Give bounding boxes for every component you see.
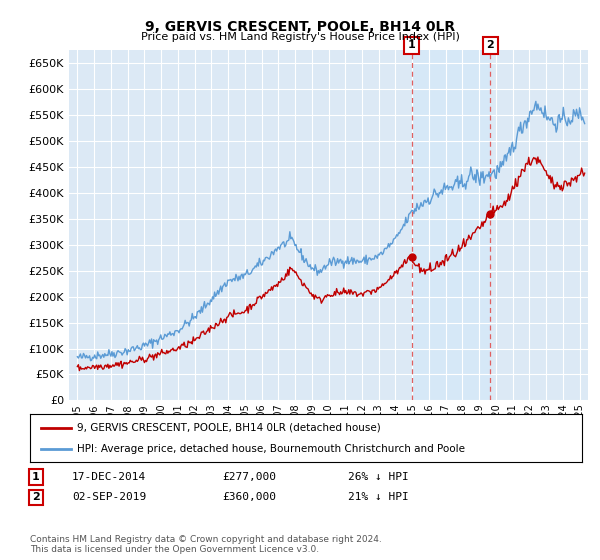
- Text: 02-SEP-2019: 02-SEP-2019: [72, 492, 146, 502]
- Text: 2: 2: [32, 492, 40, 502]
- Text: Contains HM Land Registry data © Crown copyright and database right 2024.
This d: Contains HM Land Registry data © Crown c…: [30, 535, 382, 554]
- Text: 2: 2: [487, 40, 494, 50]
- Text: 21% ↓ HPI: 21% ↓ HPI: [348, 492, 409, 502]
- Text: £277,000: £277,000: [222, 472, 276, 482]
- Text: 9, GERVIS CRESCENT, POOLE, BH14 0LR (detached house): 9, GERVIS CRESCENT, POOLE, BH14 0LR (det…: [77, 423, 380, 433]
- Text: 1: 1: [32, 472, 40, 482]
- Text: HPI: Average price, detached house, Bournemouth Christchurch and Poole: HPI: Average price, detached house, Bour…: [77, 444, 465, 454]
- Text: 9, GERVIS CRESCENT, POOLE, BH14 0LR: 9, GERVIS CRESCENT, POOLE, BH14 0LR: [145, 20, 455, 34]
- Text: 26% ↓ HPI: 26% ↓ HPI: [348, 472, 409, 482]
- Bar: [412, 50, 490, 400]
- Text: £360,000: £360,000: [222, 492, 276, 502]
- Text: Price paid vs. HM Land Registry's House Price Index (HPI): Price paid vs. HM Land Registry's House …: [140, 32, 460, 43]
- Text: 1: 1: [407, 40, 415, 50]
- Text: 17-DEC-2014: 17-DEC-2014: [72, 472, 146, 482]
